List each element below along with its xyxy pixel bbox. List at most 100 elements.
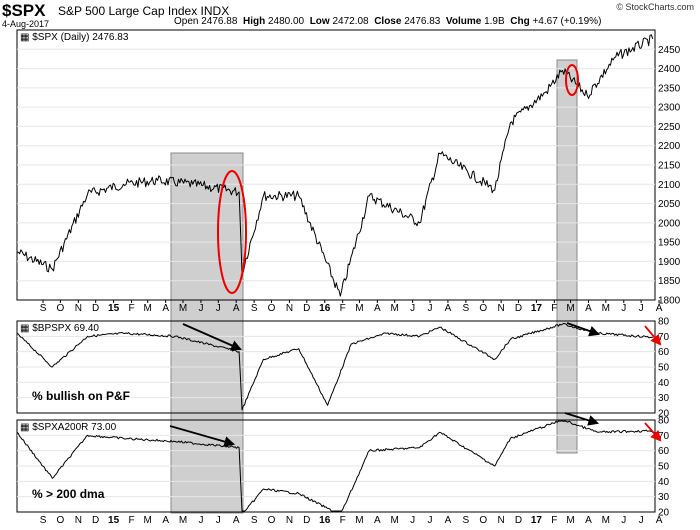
x-tick-label: A	[233, 515, 240, 526]
open-value: 2476.88	[201, 16, 238, 27]
x-tick-label: 17	[531, 303, 543, 314]
panel-title-2: ▦ $BPSPX 69.40	[20, 323, 99, 334]
x-tick-label: M	[602, 303, 610, 314]
x-tick-label: A	[585, 515, 592, 526]
series-lines	[16, 34, 654, 512]
x-tick-label: F	[340, 515, 346, 526]
x-tick-label: O	[479, 303, 487, 314]
y-tick-label: 1800	[658, 296, 681, 307]
x-tick-label: J	[639, 303, 644, 314]
x-tick-label: F	[128, 515, 134, 526]
x-tick-label: N	[75, 515, 82, 526]
x-tick-label: J	[621, 303, 626, 314]
copyright: © StockCharts.com	[616, 2, 694, 12]
shaded-regions	[170, 59, 578, 514]
x-tick-label: M	[602, 515, 610, 526]
high-label: High	[242, 16, 266, 27]
x-tick-label: J	[198, 515, 203, 526]
x-tick-label: M	[179, 515, 187, 526]
x-tick-label: M	[355, 515, 363, 526]
trend-arrow	[644, 422, 662, 442]
x-tick-label: S	[251, 303, 258, 314]
x-tick-label: F	[551, 303, 557, 314]
shaded-region-2017	[556, 59, 578, 454]
x-tick-label: F	[551, 515, 557, 526]
highlight-ellipse-2017	[565, 64, 579, 96]
y-tick-label: 2450	[658, 45, 681, 56]
high-value: 2480.00	[267, 16, 305, 27]
x-tick-label: S	[40, 515, 47, 526]
y-tick-label: 2250	[658, 122, 681, 133]
x-tick-label: M	[355, 303, 363, 314]
x-tick-label: 16	[319, 303, 331, 314]
x-tick-label: N	[75, 303, 82, 314]
x-tick-label: A	[162, 303, 169, 314]
y-tick-label: 80	[658, 317, 670, 328]
x-tick-label: M	[144, 515, 152, 526]
x-tick-label: J	[410, 515, 415, 526]
y-tick-label: 1950	[658, 238, 681, 249]
trend-arrow	[644, 325, 662, 346]
y-tick-label: 70	[658, 431, 670, 442]
y-tick-label: 2350	[658, 83, 681, 94]
panel-titles: ▦ $SPX (Daily) 2476.83 ▦ $BPSPX 69.40 % bu…	[20, 32, 130, 501]
trend-arrow	[566, 322, 601, 337]
x-tick-label: A	[656, 303, 663, 314]
trend-arrow	[169, 425, 236, 447]
x-tick-label: M	[391, 515, 399, 526]
chg-value: +4.67 (+0.19%)	[532, 16, 602, 27]
shaded-region-2015	[170, 152, 244, 514]
y-tick-label: 60	[658, 446, 670, 457]
low-label: Low	[309, 16, 330, 27]
highlight-ellipse-2015	[217, 170, 247, 294]
y-tick-label: 1900	[658, 257, 681, 268]
x-tick-label: O	[56, 515, 64, 526]
x-tick-label: O	[268, 515, 276, 526]
y-tick-label: 2000	[658, 218, 681, 229]
x-tick-label: 15	[108, 303, 120, 314]
series-line-1	[16, 34, 654, 297]
x-tick-label: J	[410, 303, 415, 314]
x-tick-label: A	[374, 303, 381, 314]
panel-title-1: ▦ $SPX (Daily) 2476.83	[20, 32, 129, 43]
x-tick-label: S	[40, 303, 47, 314]
close-value: 2476.83	[404, 16, 441, 27]
y-tick-label: 80	[658, 416, 670, 427]
x-tick-label: A	[233, 303, 240, 314]
y-tick-label: 20	[658, 508, 670, 519]
x-tick-label: J	[427, 303, 432, 314]
x-tick-label: D	[303, 303, 310, 314]
volume-label: Volume	[445, 16, 482, 27]
x-tick-label: A	[445, 303, 452, 314]
x-tick-label: J	[216, 303, 221, 314]
x-tick-label: J	[639, 515, 644, 526]
x-tick-label: A	[445, 515, 452, 526]
trend-arrow	[182, 323, 242, 351]
x-tick-label: S	[251, 515, 258, 526]
x-tick-label: A	[585, 303, 592, 314]
panel-annotation-3: % > 200 dma	[32, 487, 105, 501]
x-tick-label: D	[515, 303, 522, 314]
y-tick-label: 70	[658, 332, 670, 343]
x-tick-label: D	[303, 515, 310, 526]
x-tick-label: J	[621, 515, 626, 526]
x-tick-label: J	[198, 303, 203, 314]
chg-label: Chg	[510, 16, 530, 27]
chart-header: $SPX S&P 500 Large Cap Index INDX 4-Aug-…	[0, 0, 700, 30]
x-tick-label: N	[498, 515, 505, 526]
symbol-description: S&P 500 Large Cap Index INDX	[58, 4, 230, 18]
y-tick-label: 30	[658, 393, 670, 404]
y-tick-label: 1850	[658, 276, 681, 287]
open-label: Open	[174, 16, 199, 27]
y-tick-label: 2100	[658, 180, 681, 191]
x-tick-label: M	[179, 303, 187, 314]
x-tick-label: A	[162, 515, 169, 526]
x-tick-label: D	[92, 515, 99, 526]
y-tick-label: 2150	[658, 161, 681, 172]
volume-value: 1.9B	[484, 16, 505, 27]
y-tick-label: 2050	[658, 199, 681, 210]
low-value: 2472.08	[332, 16, 369, 27]
x-tick-label: A	[656, 515, 663, 526]
x-tick-label: 17	[531, 515, 543, 526]
x-tick-label: J	[216, 515, 221, 526]
